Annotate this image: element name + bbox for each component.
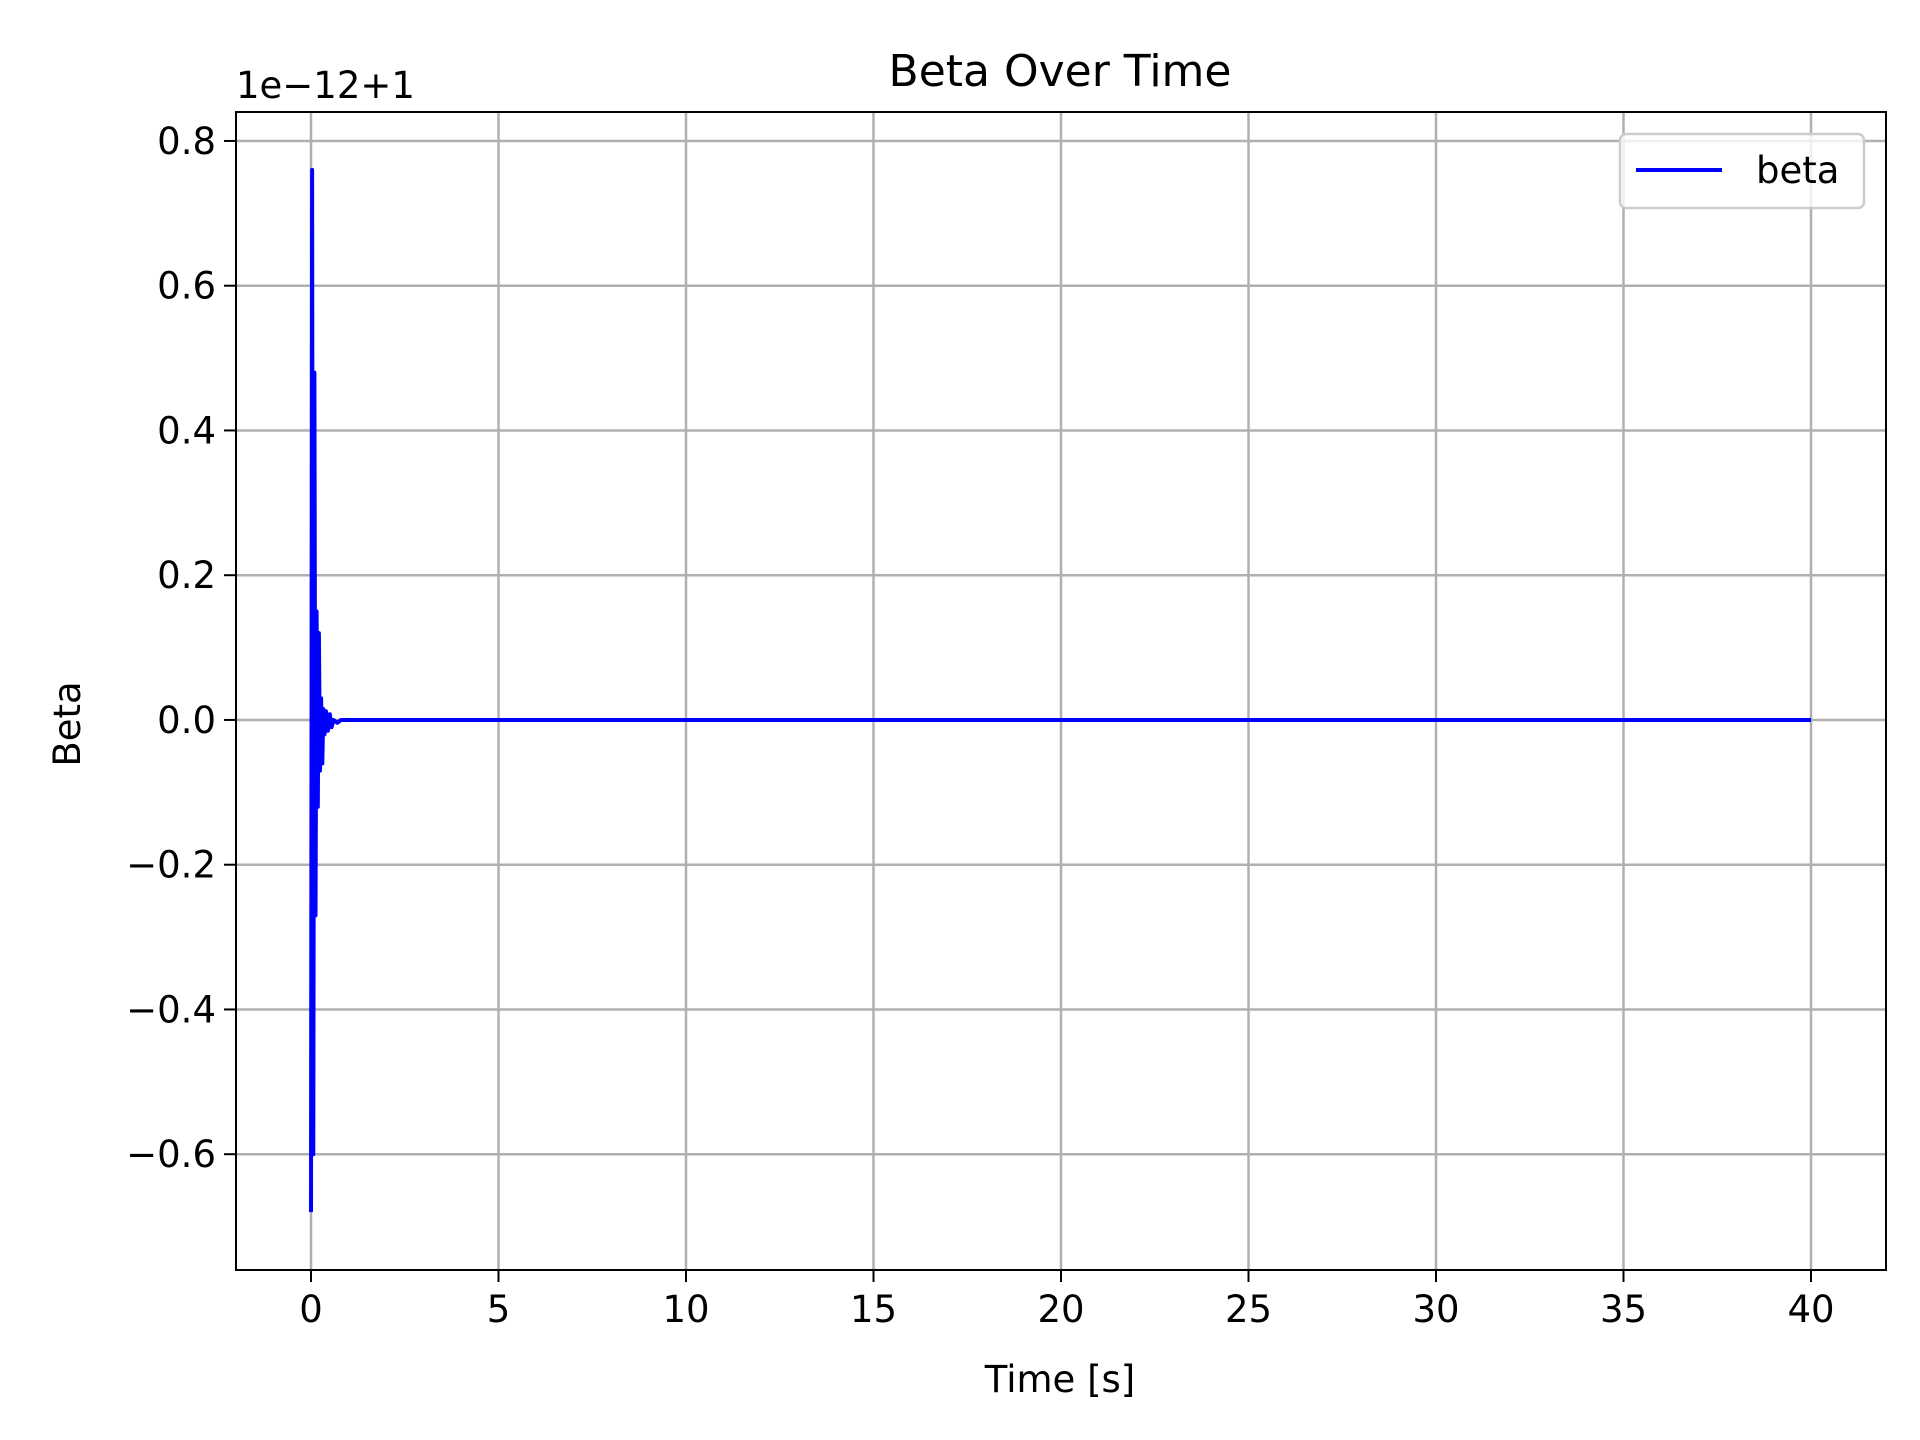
x-tick-labels: 0 5 10 15 20 25 30 35 40	[299, 1288, 1834, 1331]
legend: beta	[1618, 132, 1866, 210]
x-axis-label: Time [s]	[984, 1358, 1135, 1401]
series-line-beta	[309, 167, 1811, 1213]
y-tick-label: 0.4	[157, 409, 216, 452]
chart-title: Beta Over Time	[889, 46, 1232, 97]
x-tick-label: 35	[1600, 1288, 1647, 1331]
series-layer	[309, 167, 1811, 1213]
y-tick-label: −0.4	[126, 988, 216, 1031]
tick-marks	[224, 139, 1812, 1282]
y-axis-offset-text: 1e−12+1	[236, 64, 415, 107]
y-tick-label: 0.6	[157, 265, 216, 308]
legend-box	[1618, 132, 1866, 210]
y-tick-label: 0.8	[157, 120, 216, 163]
x-tick-label: 20	[1037, 1288, 1084, 1331]
y-axis-label: Beta	[46, 681, 89, 766]
y-tick-label: 0.0	[157, 699, 216, 742]
x-tick-label: 10	[662, 1288, 709, 1331]
x-tick-label: 15	[850, 1288, 897, 1331]
legend-label-beta: beta	[1756, 149, 1839, 192]
x-tick-label: 0	[299, 1288, 323, 1331]
x-tick-label: 40	[1787, 1288, 1834, 1331]
x-tick-label: 5	[487, 1288, 511, 1331]
x-tick-label: 25	[1225, 1288, 1272, 1331]
y-tick-label: −0.6	[126, 1133, 216, 1176]
y-tick-label: −0.2	[126, 844, 216, 887]
grid	[236, 112, 1886, 1270]
x-tick-label: 30	[1412, 1288, 1459, 1331]
y-tick-label: 0.2	[157, 554, 216, 597]
y-tick-labels: −0.6 −0.4 −0.2 0.0 0.2 0.4 0.6 0.8	[126, 120, 216, 1176]
